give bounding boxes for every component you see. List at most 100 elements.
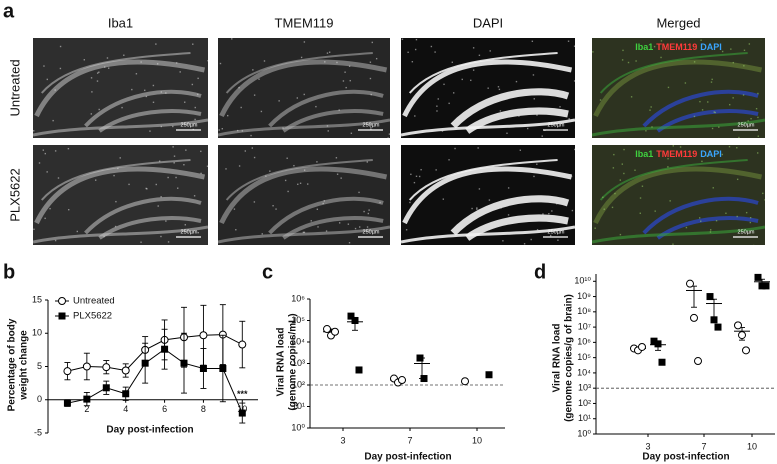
panel-label: a (3, 0, 15, 22)
cell-speck (98, 108, 100, 111)
cell-speck (736, 215, 738, 218)
tissue-layer (283, 218, 383, 238)
cell-speck (509, 218, 511, 221)
cell-speck (709, 231, 712, 233)
cell-speck (194, 118, 196, 121)
cell-speck (303, 41, 306, 43)
cell-speck (654, 210, 656, 212)
cell-speck (59, 45, 62, 48)
cell-speck (90, 113, 93, 115)
cell-speck (328, 51, 331, 53)
cell-speck (732, 97, 734, 99)
cell-speck (227, 114, 229, 117)
merged-legend-entry: TMEM119 (656, 42, 697, 52)
cell-speck (660, 40, 663, 42)
cell-speck (368, 209, 370, 211)
y-tick-label: 10⁴ (291, 336, 305, 346)
cell-speck (523, 243, 526, 245)
cell-speck (645, 130, 647, 132)
merged-legend: Iba1 TMEM119 DAPI (635, 42, 722, 52)
cell-speck (635, 60, 637, 62)
cell-speck (235, 229, 237, 231)
cell-speck (345, 86, 347, 89)
cell-speck (461, 78, 463, 81)
y-axis-label: (genome copies/mL) (288, 313, 299, 410)
cell-speck (532, 74, 535, 76)
y-tick-label: 10⁰ (577, 428, 591, 438)
cell-speck (238, 165, 241, 167)
cell-speck (407, 51, 409, 53)
cell-speck (225, 168, 227, 170)
cell-speck (366, 161, 368, 163)
cell-speck (282, 127, 284, 129)
cell-speck (414, 115, 416, 117)
scale-bar-label: 250µm (181, 229, 198, 235)
cell-speck (140, 241, 142, 243)
annotation: *** (237, 389, 248, 399)
legend-marker (58, 312, 66, 320)
cell-speck (358, 191, 360, 194)
cell-speck (233, 208, 236, 210)
cell-speck (718, 126, 720, 128)
cell-speck (721, 50, 724, 53)
cell-speck (750, 118, 752, 120)
cell-speck (367, 212, 370, 215)
cell-speck (567, 40, 570, 42)
cell-speck (622, 49, 624, 52)
cell-speck (323, 200, 325, 202)
cell-speck (158, 160, 161, 162)
data-point (355, 366, 363, 374)
cell-speck (191, 83, 194, 86)
cell-speck (639, 212, 641, 214)
cell-speck (38, 162, 41, 164)
cell-speck (371, 41, 373, 44)
cell-speck (366, 226, 369, 228)
tissue-layer (37, 62, 205, 116)
x-tick-label: 10 (472, 435, 482, 445)
data-point (754, 273, 762, 281)
cell-speck (42, 149, 45, 151)
data-point (141, 359, 149, 367)
cell-speck (649, 109, 651, 111)
tissue-layer (218, 120, 390, 135)
cell-speck (715, 220, 718, 222)
cell-speck (363, 210, 365, 213)
merged-legend-entry: Iba1 (635, 42, 653, 52)
cell-speck (46, 171, 48, 173)
cell-speck (757, 92, 759, 95)
cell-speck (336, 173, 339, 175)
cell-speck (452, 92, 455, 94)
cell-speck (184, 224, 187, 226)
cell-speck (667, 166, 669, 168)
tissue-layer (658, 111, 758, 131)
data-point (762, 282, 770, 290)
data-point (416, 354, 424, 362)
cell-speck (90, 77, 93, 79)
cell-speck (260, 110, 263, 113)
cell-speck (197, 93, 199, 96)
cell-speck (415, 175, 418, 178)
y-axis-label: weight change (19, 330, 30, 401)
cell-speck (57, 177, 60, 179)
cell-speck (551, 210, 553, 212)
cell-speck (172, 125, 174, 128)
cell-speck (119, 157, 121, 159)
cell-speck (729, 103, 731, 106)
tissue-layer (658, 218, 758, 238)
data-point (694, 357, 702, 366)
y-tick-label: 10⁵ (291, 315, 305, 325)
cell-speck (619, 179, 621, 181)
cell-speck (621, 163, 623, 165)
cell-speck (530, 238, 532, 241)
data-point (199, 331, 208, 340)
cell-speck (651, 126, 653, 128)
cell-speck (303, 93, 305, 96)
y-axis-label: Viral RNA load (552, 324, 563, 393)
data-point (742, 346, 750, 355)
column-header: TMEM119 (275, 15, 334, 30)
tissue-layer (86, 199, 202, 233)
cell-speck (253, 201, 256, 203)
cell-speck (413, 181, 416, 184)
cell-speck (574, 148, 575, 151)
y-tick-label: 10⁶ (577, 337, 591, 347)
